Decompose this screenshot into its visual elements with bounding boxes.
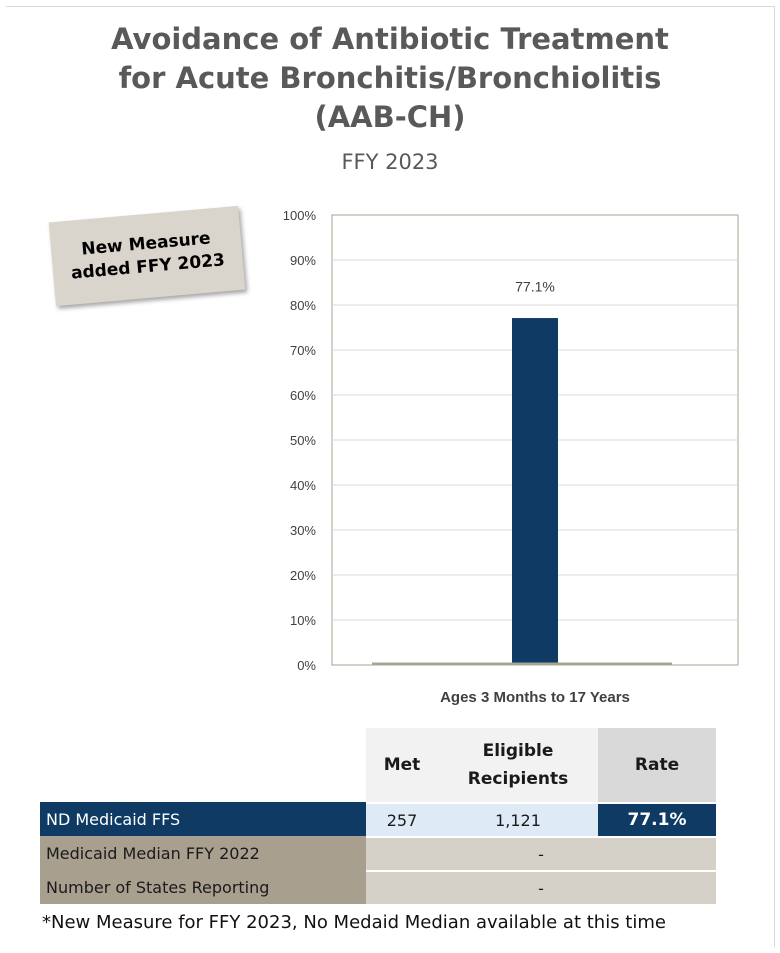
header-eligible-text: Eligible Recipients bbox=[467, 741, 569, 789]
y-tick-label: 10% bbox=[290, 613, 316, 628]
title-line-2: for Acute Bronchitis/Bronchiolitis bbox=[118, 61, 662, 95]
states-value: - bbox=[366, 870, 716, 904]
chart-subtitle: FFY 2023 bbox=[341, 150, 439, 174]
y-tick-label: 30% bbox=[290, 523, 316, 538]
y-tick-label: 50% bbox=[290, 433, 316, 448]
table-row: ND Medicaid FFS 257 1,121 77.1% bbox=[40, 802, 716, 836]
footnote: *New Measure for FFY 2023, No Medaid Med… bbox=[42, 912, 666, 933]
median-value: - bbox=[366, 836, 716, 870]
table-row: Number of States Reporting - bbox=[40, 870, 716, 904]
data-label: 77.1% bbox=[515, 279, 555, 295]
header-met: Met bbox=[366, 728, 438, 802]
y-tick-label: 80% bbox=[290, 298, 316, 313]
y-tick-label: 100% bbox=[283, 208, 317, 223]
row-label-states: Number of States Reporting bbox=[40, 870, 366, 904]
chart-frame bbox=[6, 6, 775, 947]
y-tick-label: 20% bbox=[290, 568, 316, 583]
header-eligible-recipients: Eligible Recipients bbox=[438, 728, 598, 802]
chart-title: Avoidance of Antibiotic Treatment for Ac… bbox=[40, 20, 740, 137]
title-line-3: (AAB-CH) bbox=[314, 100, 466, 134]
x-category-label: Ages 3 Months to 17 Years bbox=[440, 689, 630, 706]
bar-chart: 0% 10% 20% 30% 40% 50% 60% 70% 80% 90% 100% 77.1% Ag… bbox=[283, 208, 739, 706]
rate-value: 77.1% bbox=[598, 802, 716, 836]
table-header-blank bbox=[40, 728, 366, 802]
y-tick-label: 70% bbox=[290, 343, 316, 358]
eligible-value: 1,121 bbox=[438, 802, 598, 836]
y-tick-label: 40% bbox=[290, 478, 316, 493]
table-row: Medicaid Median FFY 2022 - bbox=[40, 836, 716, 870]
y-tick-label: 0% bbox=[297, 658, 316, 673]
y-tick-label: 90% bbox=[290, 253, 316, 268]
met-value: 257 bbox=[366, 802, 438, 836]
row-label-median: Medicaid Median FFY 2022 bbox=[40, 836, 366, 870]
header-rate: Rate bbox=[598, 728, 716, 802]
title-line-1: Avoidance of Antibiotic Treatment bbox=[111, 22, 669, 56]
summary-table: Met Eligible Recipients Rate ND Medicaid… bbox=[40, 728, 716, 904]
table-header-row: Met Eligible Recipients Rate bbox=[40, 728, 716, 802]
row-label-nd-medicaid: ND Medicaid FFS bbox=[40, 802, 366, 836]
y-tick-label: 60% bbox=[290, 388, 316, 403]
bar bbox=[512, 318, 558, 665]
